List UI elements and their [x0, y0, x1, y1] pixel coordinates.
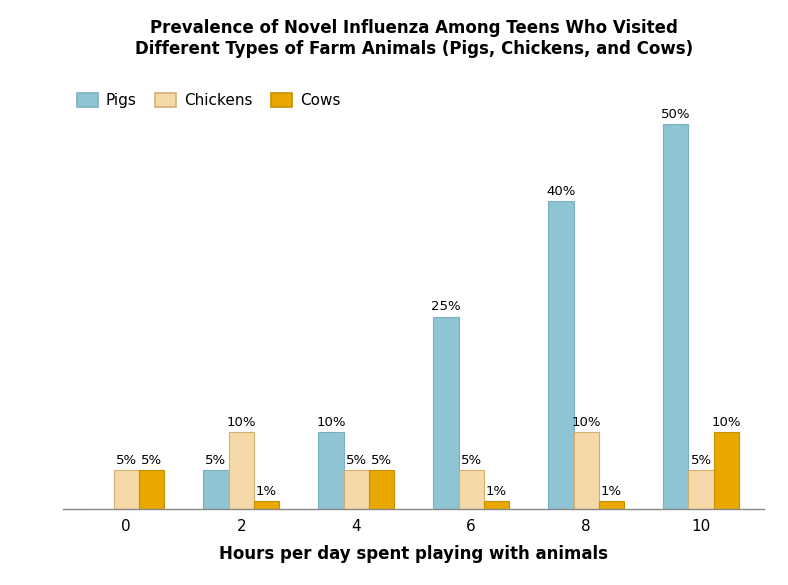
Text: 1%: 1%	[256, 485, 277, 498]
Title: Prevalence of Novel Influenza Among Teens Who Visited
Different Types of Farm An: Prevalence of Novel Influenza Among Teen…	[135, 19, 693, 57]
Bar	[229, 432, 254, 509]
Bar	[318, 432, 344, 509]
Bar	[113, 470, 139, 509]
X-axis label: Hours per day spent playing with animals: Hours per day spent playing with animals	[219, 545, 608, 563]
Bar	[714, 432, 739, 509]
Text: 5%: 5%	[346, 455, 366, 467]
Bar	[459, 470, 484, 509]
Text: 10%: 10%	[316, 416, 346, 429]
Bar	[689, 470, 714, 509]
Text: 5%: 5%	[206, 455, 226, 467]
Bar	[254, 501, 279, 509]
Bar	[369, 470, 394, 509]
Text: 10%: 10%	[571, 416, 601, 429]
Bar	[344, 470, 369, 509]
Bar	[548, 201, 574, 509]
Text: 25%: 25%	[431, 301, 461, 314]
Bar	[599, 501, 624, 509]
Text: 1%: 1%	[486, 485, 507, 498]
Text: 5%: 5%	[690, 455, 712, 467]
Text: 5%: 5%	[371, 455, 392, 467]
Bar	[203, 470, 229, 509]
Text: 5%: 5%	[116, 455, 137, 467]
Bar	[663, 124, 689, 509]
Text: 5%: 5%	[141, 455, 162, 467]
Text: 50%: 50%	[661, 108, 690, 121]
Text: 40%: 40%	[546, 185, 575, 198]
Legend: Pigs, Chickens, Cows: Pigs, Chickens, Cows	[71, 87, 347, 114]
Text: 10%: 10%	[712, 416, 742, 429]
Bar	[574, 432, 599, 509]
Bar	[484, 501, 509, 509]
Bar	[139, 470, 164, 509]
Text: 5%: 5%	[461, 455, 481, 467]
Bar	[433, 316, 459, 509]
Text: 10%: 10%	[226, 416, 256, 429]
Text: 1%: 1%	[601, 485, 622, 498]
